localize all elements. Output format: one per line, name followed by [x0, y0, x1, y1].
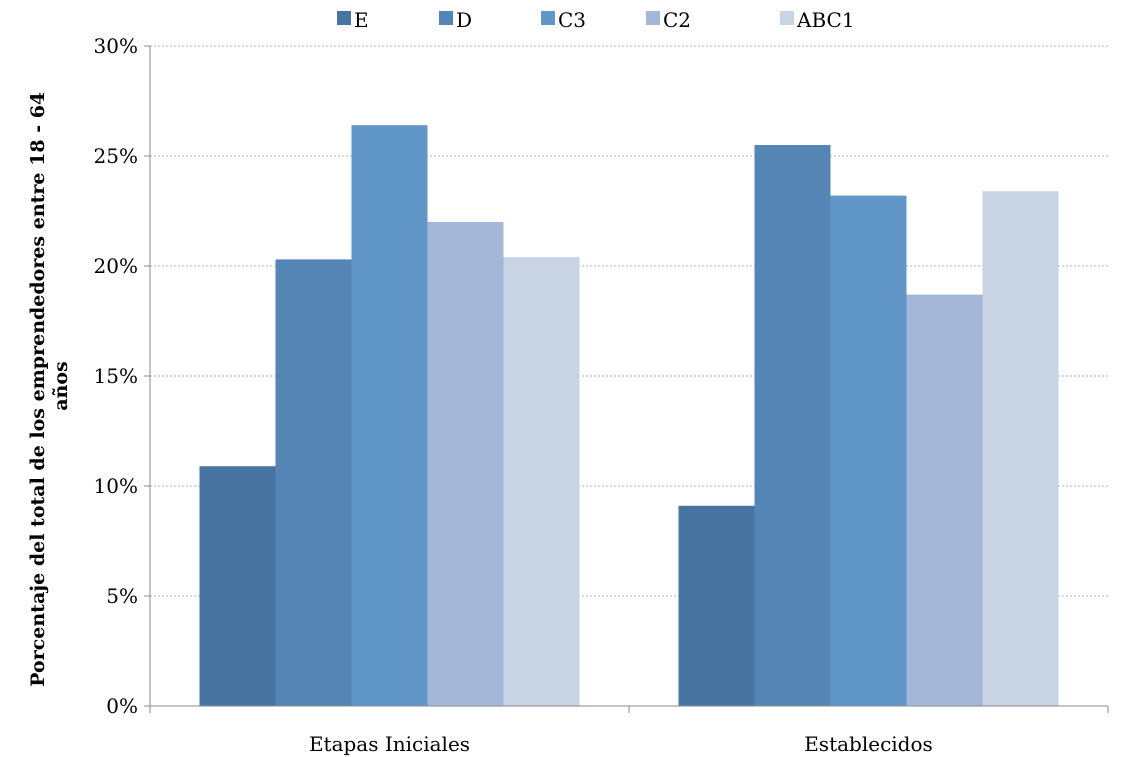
legend-label: E — [354, 8, 369, 32]
legend-item-ABC1: ABC1 — [780, 8, 855, 32]
legend-item-E: E — [337, 8, 369, 32]
bar-C2-1 — [906, 294, 983, 706]
y-tick-label: 0% — [106, 694, 138, 718]
legend-swatch — [337, 11, 351, 25]
y-tick-label: 5% — [106, 584, 138, 608]
legend: E D C3 C2 ABC1 — [337, 8, 855, 32]
x-tick-labels: Etapas Iniciales Establecidos — [149, 706, 1109, 756]
bar-C3-0 — [351, 125, 428, 706]
x-tick-label: Establecidos — [804, 732, 933, 756]
bars — [199, 125, 1059, 706]
bar-C3-1 — [830, 195, 907, 706]
y-axis-title: Porcentaje del total de los emprendedore… — [27, 85, 72, 687]
y-tick-label: 30% — [94, 34, 138, 58]
y-tick-label: 20% — [94, 254, 138, 278]
y-tick-label: 10% — [94, 474, 138, 498]
y-axis-title-line-1: Porcentaje del total de los emprendedore… — [27, 92, 49, 687]
legend-label: C3 — [558, 8, 586, 32]
legend-item-C2: C2 — [646, 8, 691, 32]
bar-C2-0 — [427, 222, 504, 706]
legend-label: D — [456, 8, 472, 32]
y-tick-labels: 0% 5% 10% 15% 20% 25% 30% — [94, 34, 150, 718]
legend-item-D: D — [439, 8, 472, 32]
bar-E-1 — [678, 505, 755, 706]
legend-swatch — [780, 11, 794, 25]
y-axis-title-line-2: años — [50, 361, 72, 411]
y-tick-label: 25% — [94, 144, 138, 168]
legend-label: C2 — [663, 8, 691, 32]
bar-D-1 — [754, 145, 831, 706]
bar-ABC1-1 — [982, 191, 1059, 706]
legend-swatch — [439, 11, 453, 25]
bar-D-0 — [275, 259, 352, 706]
legend-swatch — [541, 11, 555, 25]
legend-swatch — [646, 11, 660, 25]
x-tick-label: Etapas Iniciales — [309, 732, 470, 756]
bar-E-0 — [199, 466, 276, 706]
y-tick-label: 15% — [94, 364, 138, 388]
bar-ABC1-0 — [503, 257, 580, 706]
legend-item-C3: C3 — [541, 8, 586, 32]
legend-label: ABC1 — [796, 8, 855, 32]
